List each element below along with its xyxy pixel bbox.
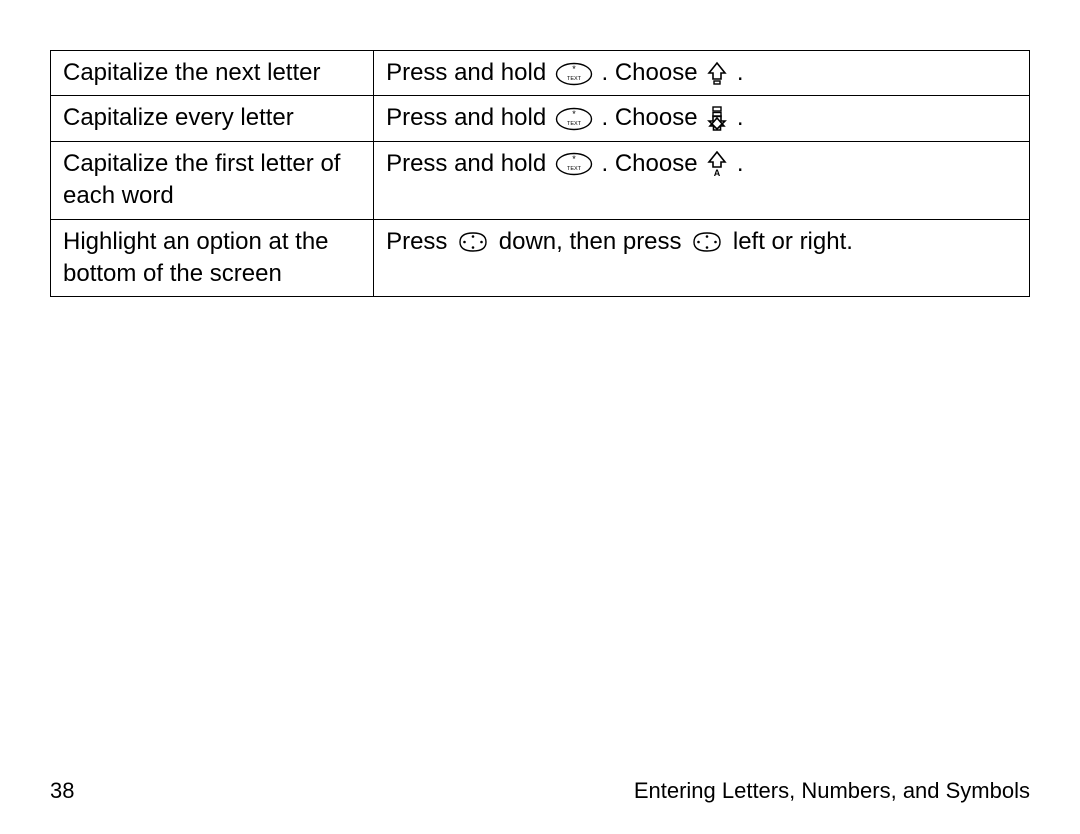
page-number: 38 (50, 778, 74, 804)
svg-text:TEXT: TEXT (567, 76, 582, 82)
text-fragment: . Choose (602, 104, 705, 131)
instruction-cell: Press down, then press (374, 219, 1030, 297)
instruction-cell: Press and hold * TEXT . Choose (374, 51, 1030, 96)
action-cell: Highlight an option at the bottom of the… (51, 219, 374, 297)
text-fragment: Press and hold (386, 104, 553, 131)
instructions-table: Capitalize the next letter Press and hol… (50, 50, 1030, 297)
svg-text:A: A (714, 168, 721, 177)
text-fragment: left or right. (733, 228, 853, 255)
table-row: Capitalize every letter Press and hold *… (51, 96, 1030, 141)
action-cell: Capitalize the next letter (51, 51, 374, 96)
text-fragment: Press (386, 228, 454, 255)
nav-key-icon (456, 229, 490, 255)
text-fragment: Press and hold (386, 59, 553, 86)
instruction-cell: Press and hold * TEXT . Choose A (374, 141, 1030, 219)
action-cell: Capitalize every letter (51, 96, 374, 141)
table-row: Capitalize the next letter Press and hol… (51, 51, 1030, 96)
shift-lock-icon (706, 106, 728, 132)
instruction-cell: Press and hold * TEXT . Choose (374, 96, 1030, 141)
shift-word-icon: A (706, 151, 728, 177)
text-fragment: . (737, 59, 744, 86)
page-footer: 38 Entering Letters, Numbers, and Symbol… (50, 778, 1030, 804)
shift-once-icon (706, 61, 728, 87)
nav-key-icon (690, 229, 724, 255)
svg-text:*: * (572, 109, 576, 119)
text-fragment: Press and hold (386, 150, 553, 177)
text-key-icon: * TEXT (555, 107, 593, 131)
svg-text:TEXT: TEXT (567, 166, 582, 172)
text-key-icon: * TEXT (555, 152, 593, 176)
svg-text:*: * (572, 64, 576, 74)
manual-page: Capitalize the next letter Press and hol… (0, 0, 1080, 834)
table-row: Highlight an option at the bottom of the… (51, 219, 1030, 297)
action-cell: Capitalize the first letter of each word (51, 141, 374, 219)
svg-text:*: * (572, 154, 576, 164)
section-title: Entering Letters, Numbers, and Symbols (634, 778, 1030, 804)
text-fragment: . Choose (602, 59, 705, 86)
text-fragment: . Choose (602, 150, 705, 177)
text-key-icon: * TEXT (555, 62, 593, 86)
text-fragment: down, then press (499, 228, 688, 255)
table-row: Capitalize the first letter of each word… (51, 141, 1030, 219)
text-fragment: . (737, 104, 744, 131)
text-fragment: . (737, 150, 744, 177)
svg-text:TEXT: TEXT (567, 121, 582, 127)
